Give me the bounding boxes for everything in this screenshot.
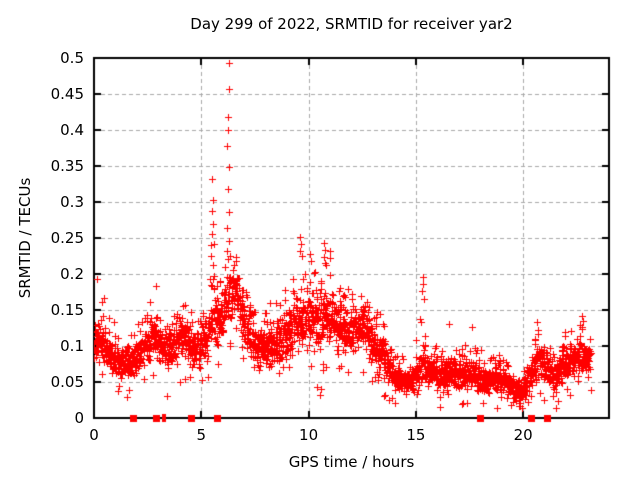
y-tick-label: 0.4 [60,121,84,139]
x-axis-label: GPS time / hours [288,453,415,471]
y-tick-label: 0.2 [60,265,84,283]
y-tick-label: 0.3 [60,193,84,211]
x-tick-label: 20 [513,426,533,444]
y-tick-label: 0.5 [60,49,84,67]
chart-title: Day 299 of 2022, SRMTID for receiver yar… [190,15,513,33]
y-tick-label: 0.05 [50,373,84,391]
x-tick-label: 15 [406,426,426,444]
y-tick-label: 0.35 [50,157,84,175]
y-tick-label: 0.25 [50,229,84,247]
x-tick-label: 0 [89,426,99,444]
y-tick-label: 0.45 [50,85,84,103]
x-tick-label: 5 [196,426,207,444]
y-tick-label: 0.1 [60,337,84,355]
x-tick-label: 10 [299,426,319,444]
y-tick-label: 0.15 [50,301,84,319]
y-tick-label: 0 [74,409,84,427]
